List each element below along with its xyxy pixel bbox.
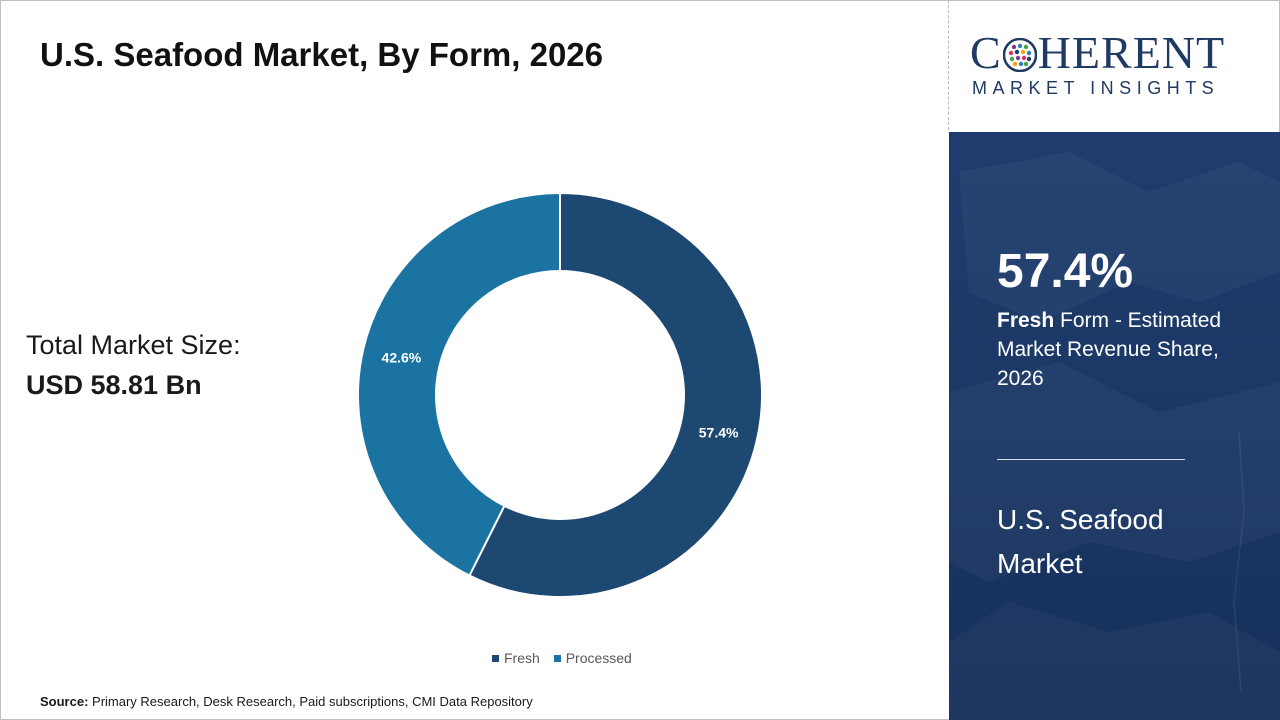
highlight-panel: 57.4% Fresh Form - Estimated Market Reve… — [949, 132, 1280, 720]
highlight-segment: Fresh — [997, 309, 1055, 332]
logo-brand-end: HERENT — [1037, 27, 1226, 78]
donut-chart: 57.4% 42.6% — [340, 175, 780, 615]
legend-swatch-processed — [553, 654, 561, 662]
donut-slice-processed — [357, 191, 561, 577]
panel-map-texture — [959, 152, 1280, 693]
logo-brand-start: C — [970, 27, 1002, 78]
source-note: Source: Primary Research, Desk Research,… — [40, 694, 533, 709]
total-market-size: Total Market Size: USD 58.81 Bn — [26, 325, 241, 405]
legend-label-processed: Processed — [565, 650, 632, 666]
logo-wordmark: C HERENT — [970, 30, 1270, 76]
chart-title: U.S. Seafood Market, By Form, 2026 — [40, 36, 604, 73]
legend-label-fresh: Fresh — [504, 650, 540, 666]
coherent-logo: C HERENT MARKET INSIGHTS — [960, 30, 1270, 100]
donut-label-processed: 42.6% — [382, 349, 422, 365]
total-market-size-label: Total Market Size: — [26, 330, 241, 360]
logo-subtitle: MARKET INSIGHTS — [972, 78, 1220, 98]
total-market-size-value: USD 58.81 Bn — [26, 370, 202, 400]
logo-globe-icon — [1002, 38, 1037, 72]
highlight-description: Fresh Form - Estimated Market Revenue Sh… — [997, 306, 1247, 393]
chart-legend: Fresh Processed — [492, 650, 642, 666]
donut-label-fresh: 57.4% — [699, 425, 739, 441]
source-text: Primary Research, Desk Research, Paid su… — [88, 694, 533, 709]
legend-item-fresh: Fresh — [492, 650, 540, 666]
highlight-description-text: Form - Estimated Market Revenue Share, 2… — [997, 309, 1222, 390]
legend-swatch-fresh — [492, 654, 499, 662]
highlight-stat: 57.4% — [997, 245, 1134, 298]
header-divider — [948, 0, 949, 130]
source-label: Source: — [40, 694, 89, 709]
donut-slice-fresh — [468, 191, 763, 598]
legend-item-processed: Processed — [553, 650, 632, 666]
market-name: U.S. Seafood Market — [997, 504, 1164, 579]
donut-chart-svg: 57.4% 42.6% — [357, 191, 763, 598]
panel-divider — [997, 459, 1185, 460]
